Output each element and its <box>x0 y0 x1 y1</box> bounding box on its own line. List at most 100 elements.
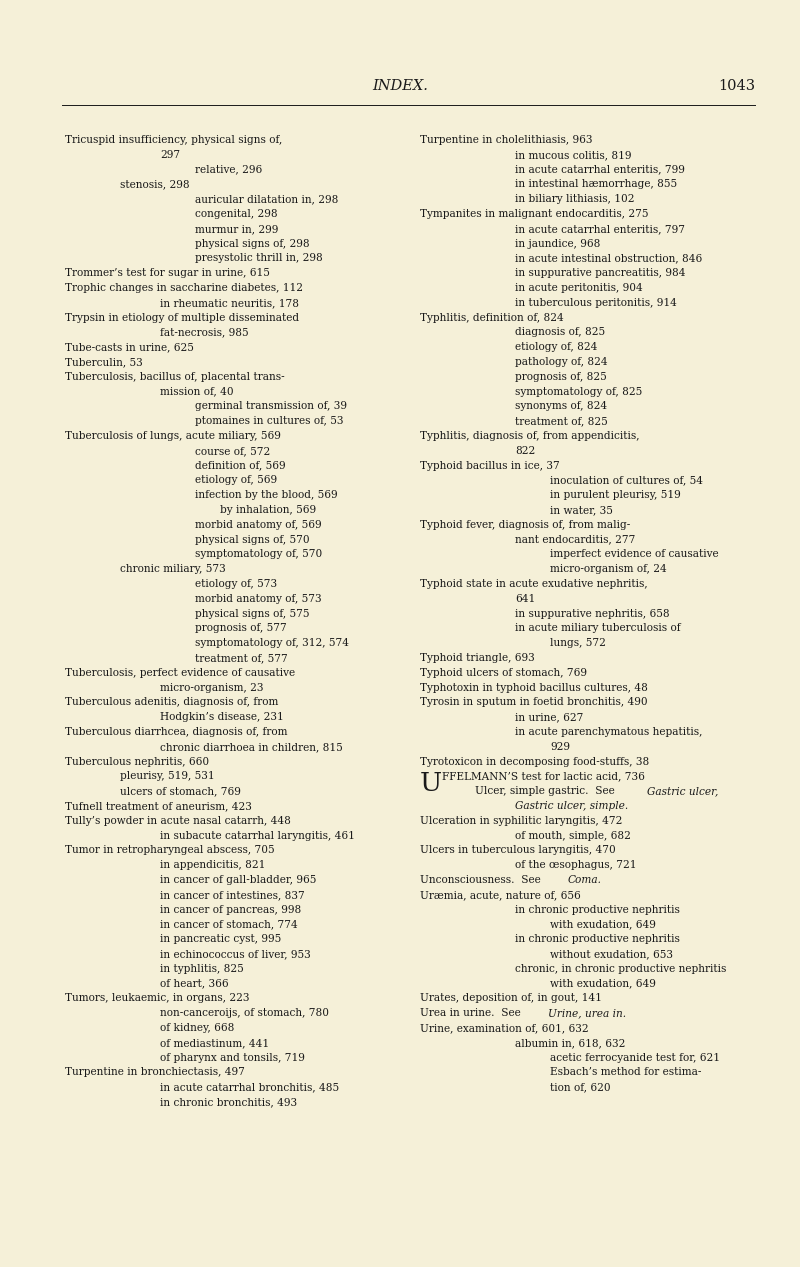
Text: in mucous colitis, 819: in mucous colitis, 819 <box>515 150 631 160</box>
Text: in acute intestinal obstruction, 846: in acute intestinal obstruction, 846 <box>515 253 702 264</box>
Text: Tyrotoxicon in decomposing food-stuffs, 38: Tyrotoxicon in decomposing food-stuffs, … <box>420 756 650 767</box>
Text: in acute peritonitis, 904: in acute peritonitis, 904 <box>515 283 642 293</box>
Text: Typhotoxin in typhoid bacillus cultures, 48: Typhotoxin in typhoid bacillus cultures,… <box>420 683 648 693</box>
Text: in water, 35: in water, 35 <box>550 506 613 514</box>
Text: in acute parenchymatous hepatitis,: in acute parenchymatous hepatitis, <box>515 727 702 737</box>
Text: Trommer’s test for sugar in urine, 615: Trommer’s test for sugar in urine, 615 <box>65 269 270 279</box>
Text: Tumors, leukaemic, in organs, 223: Tumors, leukaemic, in organs, 223 <box>65 993 250 1003</box>
Text: Typhoid state in acute exudative nephritis,: Typhoid state in acute exudative nephrit… <box>420 579 648 589</box>
Text: Typhlitis, diagnosis of, from appendicitis,: Typhlitis, diagnosis of, from appendicit… <box>420 431 639 441</box>
Text: etiology of, 569: etiology of, 569 <box>195 475 277 485</box>
Text: with exudation, 649: with exudation, 649 <box>550 920 656 930</box>
Text: in intestinal hæmorrhage, 855: in intestinal hæmorrhage, 855 <box>515 180 677 189</box>
Text: pleurisy, 519, 531: pleurisy, 519, 531 <box>120 772 214 782</box>
Text: in cancer of pancreas, 998: in cancer of pancreas, 998 <box>160 905 302 915</box>
Text: course of, 572: course of, 572 <box>195 446 270 456</box>
Text: Urine, urea in.: Urine, urea in. <box>548 1009 626 1019</box>
Text: Unconsciousness.  See: Unconsciousness. See <box>420 875 544 886</box>
Text: in jaundice, 968: in jaundice, 968 <box>515 238 600 248</box>
Text: 929: 929 <box>550 741 570 751</box>
Text: symptomatology of, 312, 574: symptomatology of, 312, 574 <box>195 639 349 649</box>
Text: Typhoid ulcers of stomach, 769: Typhoid ulcers of stomach, 769 <box>420 668 587 678</box>
Text: Tully’s powder in acute nasal catarrh, 448: Tully’s powder in acute nasal catarrh, 4… <box>65 816 291 826</box>
Text: non-canceroijs, of stomach, 780: non-canceroijs, of stomach, 780 <box>160 1009 329 1019</box>
Text: chronic, in chronic productive nephritis: chronic, in chronic productive nephritis <box>515 964 726 974</box>
Text: Tympanites in malignant endocarditis, 275: Tympanites in malignant endocarditis, 27… <box>420 209 649 219</box>
Text: Tuberculous nephritis, 660: Tuberculous nephritis, 660 <box>65 756 209 767</box>
Text: germinal transmission of, 39: germinal transmission of, 39 <box>195 402 347 412</box>
Text: prognosis of, 577: prognosis of, 577 <box>195 623 286 634</box>
Text: by inhalation, 569: by inhalation, 569 <box>220 506 316 514</box>
Text: Tumor in retropharyngeal abscess, 705: Tumor in retropharyngeal abscess, 705 <box>65 845 274 855</box>
Text: in cancer of stomach, 774: in cancer of stomach, 774 <box>160 920 298 930</box>
Text: imperfect evidence of causative: imperfect evidence of causative <box>550 550 718 560</box>
Text: Hodgkin’s disease, 231: Hodgkin’s disease, 231 <box>160 712 284 722</box>
Text: in rheumatic neuritis, 178: in rheumatic neuritis, 178 <box>160 298 299 308</box>
Text: Gastric ulcer, simple.: Gastric ulcer, simple. <box>515 801 628 811</box>
Text: Gastric ulcer,: Gastric ulcer, <box>647 787 718 796</box>
Text: of kidney, 668: of kidney, 668 <box>160 1022 234 1033</box>
Text: in echinococcus of liver, 953: in echinococcus of liver, 953 <box>160 949 310 959</box>
Text: presystolic thrill in, 298: presystolic thrill in, 298 <box>195 253 322 264</box>
Text: 1043: 1043 <box>718 79 755 92</box>
Text: physical signs of, 575: physical signs of, 575 <box>195 608 310 618</box>
Text: in acute miliary tuberculosis of: in acute miliary tuberculosis of <box>515 623 681 634</box>
Text: Typhlitis, definition of, 824: Typhlitis, definition of, 824 <box>420 313 564 323</box>
Text: Urates, deposition of, in gout, 141: Urates, deposition of, in gout, 141 <box>420 993 602 1003</box>
Text: in suppurative nephritis, 658: in suppurative nephritis, 658 <box>515 608 670 618</box>
Text: ptomaines in cultures of, 53: ptomaines in cultures of, 53 <box>195 416 343 426</box>
Text: symptomatology of, 825: symptomatology of, 825 <box>515 386 642 397</box>
Text: auricular dilatation in, 298: auricular dilatation in, 298 <box>195 194 338 204</box>
Text: chronic diarrhoea in children, 815: chronic diarrhoea in children, 815 <box>160 741 342 751</box>
Text: in biliary lithiasis, 102: in biliary lithiasis, 102 <box>515 194 634 204</box>
Text: Tuberculin, 53: Tuberculin, 53 <box>65 357 142 367</box>
Text: acetic ferrocyanide test for, 621: acetic ferrocyanide test for, 621 <box>550 1053 720 1063</box>
Text: treatment of, 577: treatment of, 577 <box>195 653 288 663</box>
Text: symptomatology of, 570: symptomatology of, 570 <box>195 550 322 560</box>
Text: ulcers of stomach, 769: ulcers of stomach, 769 <box>120 787 241 796</box>
Text: nant endocarditis, 277: nant endocarditis, 277 <box>515 535 635 545</box>
Text: Typhoid triangle, 693: Typhoid triangle, 693 <box>420 653 534 663</box>
Text: Tuberculous adenitis, diagnosis of, from: Tuberculous adenitis, diagnosis of, from <box>65 697 278 707</box>
Text: in cancer of intestines, 837: in cancer of intestines, 837 <box>160 889 305 900</box>
Text: Tuberculosis, bacillus of, placental trans-: Tuberculosis, bacillus of, placental tra… <box>65 371 285 381</box>
Text: without exudation, 653: without exudation, 653 <box>550 949 673 959</box>
Text: fat-necrosis, 985: fat-necrosis, 985 <box>160 327 249 337</box>
Text: treatment of, 825: treatment of, 825 <box>515 416 608 426</box>
Text: of mouth, simple, 682: of mouth, simple, 682 <box>515 831 631 840</box>
Text: diagnosis of, 825: diagnosis of, 825 <box>515 327 605 337</box>
Text: Coma.: Coma. <box>568 875 602 886</box>
Text: 641: 641 <box>515 594 535 604</box>
Text: Tuberculosis of lungs, acute miliary, 569: Tuberculosis of lungs, acute miliary, 56… <box>65 431 281 441</box>
Text: INDEX.: INDEX. <box>372 79 428 92</box>
Text: Tufnell treatment of aneurism, 423: Tufnell treatment of aneurism, 423 <box>65 801 252 811</box>
Text: Tyrosin in sputum in foetid bronchitis, 490: Tyrosin in sputum in foetid bronchitis, … <box>420 697 648 707</box>
Text: in typhlitis, 825: in typhlitis, 825 <box>160 964 244 974</box>
Text: Urine, examination of, 601, 632: Urine, examination of, 601, 632 <box>420 1022 589 1033</box>
Text: Uræmia, acute, nature of, 656: Uræmia, acute, nature of, 656 <box>420 889 581 900</box>
Text: 822: 822 <box>515 446 535 456</box>
Text: Ulceration in syphilitic laryngitis, 472: Ulceration in syphilitic laryngitis, 472 <box>420 816 622 826</box>
Text: stenosis, 298: stenosis, 298 <box>120 180 190 189</box>
Text: in chronic productive nephritis: in chronic productive nephritis <box>515 905 680 915</box>
Text: in suppurative pancreatitis, 984: in suppurative pancreatitis, 984 <box>515 269 686 279</box>
Text: tion of, 620: tion of, 620 <box>550 1082 610 1092</box>
Text: in purulent pleurisy, 519: in purulent pleurisy, 519 <box>550 490 681 500</box>
Text: Turpentine in bronchiectasis, 497: Turpentine in bronchiectasis, 497 <box>65 1067 245 1077</box>
Text: in acute catarrhal enteritis, 797: in acute catarrhal enteritis, 797 <box>515 224 685 234</box>
Text: U: U <box>420 772 442 797</box>
Text: with exudation, 649: with exudation, 649 <box>550 978 656 988</box>
Text: in chronic bronchitis, 493: in chronic bronchitis, 493 <box>160 1097 297 1107</box>
Text: in subacute catarrhal laryngitis, 461: in subacute catarrhal laryngitis, 461 <box>160 831 355 840</box>
Text: morbid anatomy of, 573: morbid anatomy of, 573 <box>195 594 322 604</box>
Text: etiology of, 824: etiology of, 824 <box>515 342 598 352</box>
Text: of mediastinum, 441: of mediastinum, 441 <box>160 1038 269 1048</box>
Text: in urine, 627: in urine, 627 <box>515 712 583 722</box>
Text: Typhoid fever, diagnosis of, from malig-: Typhoid fever, diagnosis of, from malig- <box>420 519 630 530</box>
Text: albumin in, 618, 632: albumin in, 618, 632 <box>515 1038 626 1048</box>
Text: Turpentine in cholelithiasis, 963: Turpentine in cholelithiasis, 963 <box>420 136 593 144</box>
Text: in chronic productive nephritis: in chronic productive nephritis <box>515 934 680 944</box>
Text: Trypsin in etiology of multiple disseminated: Trypsin in etiology of multiple dissemin… <box>65 313 299 323</box>
Text: Tricuspid insufficiency, physical signs of,: Tricuspid insufficiency, physical signs … <box>65 136 282 144</box>
Text: of the œsophagus, 721: of the œsophagus, 721 <box>515 860 637 870</box>
